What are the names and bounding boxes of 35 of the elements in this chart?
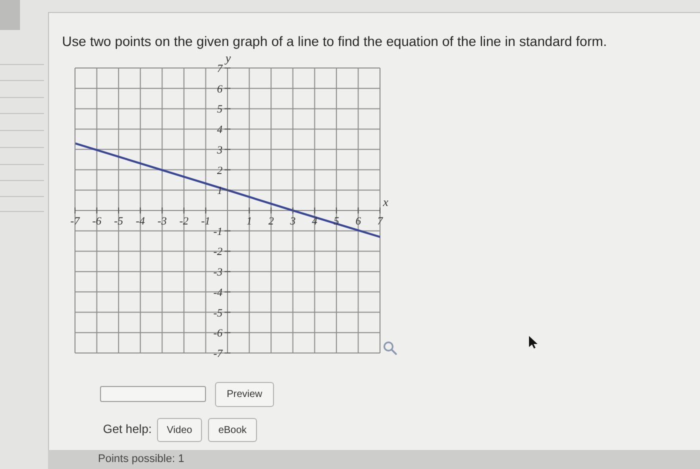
preview-button: Preview <box>215 382 274 407</box>
y-tick-label: 1 <box>217 185 222 198</box>
x-tick-label: 3 <box>289 216 296 228</box>
x-tick-label: 1 <box>246 216 252 228</box>
y-tick-label: -5 <box>213 307 223 320</box>
y-tick-label: 4 <box>217 124 223 136</box>
y-tick-label: -2 <box>213 246 223 258</box>
y-tick-label: 3 <box>216 144 223 156</box>
y-tick-label: -4 <box>213 286 223 299</box>
x-tick-label: -2 <box>179 216 190 228</box>
x-tick-label: -4 <box>136 216 146 228</box>
text: Points possible: 1 <box>98 453 184 465</box>
video-button: Video <box>157 418 202 442</box>
x-tick-label: -5 <box>114 216 124 228</box>
x-tick-label: 4 <box>312 216 318 228</box>
x-tick-label: 2 <box>268 216 274 228</box>
text: Get help: <box>103 422 152 436</box>
x-tick-label: -1 <box>201 216 210 228</box>
x-tick-label: -7 <box>70 216 80 228</box>
y-tick-label: -1 <box>213 226 222 238</box>
y-tick-label: 2 <box>217 164 223 177</box>
x-tick-label: -3 <box>158 216 168 228</box>
ebook-button: eBook <box>208 418 257 442</box>
y-tick-label: 6 <box>217 83 223 96</box>
x-tick-label: 6 <box>355 216 362 228</box>
y-tick-label: 7 <box>217 63 223 75</box>
x-axis-title: x <box>383 194 388 210</box>
y-tick-label: 5 <box>217 104 223 116</box>
chart-title: Use two points on the given graph of a line to find the equation of the line in standard form. <box>62 34 607 49</box>
y-axis-title: y <box>226 51 231 66</box>
y-tick-label: -3 <box>213 266 223 279</box>
x-tick-label: -6 <box>92 216 102 228</box>
x-tick-label: 7 <box>377 216 384 228</box>
y-tick-label: -6 <box>213 328 223 340</box>
y-tick-label: -7 <box>213 348 223 360</box>
